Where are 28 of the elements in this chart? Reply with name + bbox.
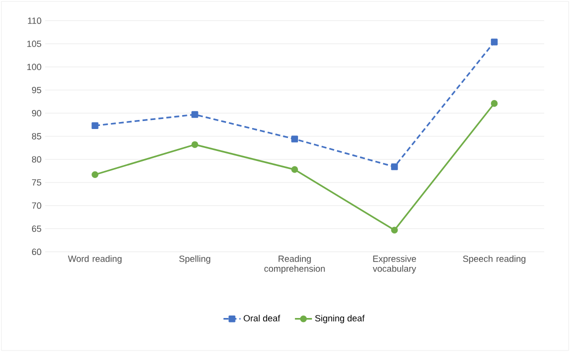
point (490, 38, 498, 46)
y-tick-label: 110 (28, 18, 42, 24)
y-tick-label: 90 (32, 110, 42, 116)
x-tick-label: Spelling (179, 255, 210, 264)
x-tick-label: Word reading (68, 255, 122, 264)
y-tick-label: 95 (32, 86, 42, 94)
point (490, 100, 498, 107)
y-tick-label: 105 (27, 40, 42, 48)
point (391, 163, 398, 170)
point (191, 111, 198, 118)
y-tick-label: 85 (32, 133, 42, 140)
y-tick-label: 80 (32, 156, 42, 163)
point (191, 141, 198, 148)
y-tick-label: 100 (27, 64, 42, 70)
point (291, 136, 298, 142)
x-tick-label: Reading comprehension (264, 255, 325, 274)
point (291, 166, 298, 173)
legend-label: Signing deaf (315, 314, 365, 324)
y-tick-label: 75 (32, 179, 42, 186)
point (92, 122, 98, 130)
point (391, 226, 398, 234)
x-tick-label: Expressive vocabulary (372, 255, 416, 274)
y-tick-label: 65 (32, 226, 42, 232)
point (92, 171, 98, 178)
y-tick-label: 60 (32, 248, 42, 256)
y-tick-label: 70 (32, 202, 42, 209)
legend-label: Oral deaf (244, 314, 280, 322)
x-tick-label: Speech reading (463, 255, 526, 264)
